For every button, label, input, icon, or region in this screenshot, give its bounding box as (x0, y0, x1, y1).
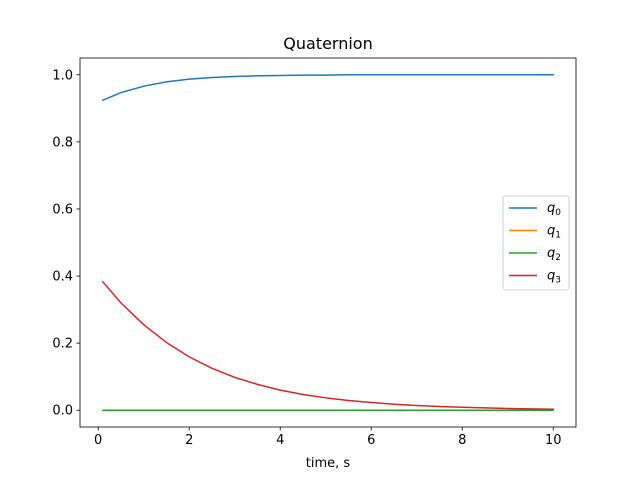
y-tick-label: 0.6 (52, 202, 73, 217)
y-tick-label: 0.0 (52, 404, 73, 419)
y-tick-label: 0.4 (52, 270, 73, 285)
legend-label-q3: q3 (547, 269, 561, 286)
y-tick-label: 0.2 (52, 337, 73, 352)
y-tick-label: 1.0 (52, 68, 73, 83)
x-tick-label: 6 (367, 433, 375, 448)
x-tick-label: 0 (94, 433, 102, 448)
x-tick-label: 10 (545, 433, 562, 448)
x-tick-label: 4 (276, 433, 284, 448)
plot-area (101, 74, 555, 411)
x-axis-title: time, s (306, 456, 351, 471)
x-tick-label: 2 (185, 433, 193, 448)
legend-label-q1: q1 (547, 224, 561, 241)
axes-frame (79, 57, 577, 428)
legend-label-q2: q2 (547, 246, 561, 263)
legend: q0 q1 q2 q3 (502, 195, 570, 291)
series-line-q0 (101, 74, 554, 102)
axes: 0 2 4 6 8 10 0.0 0.2 0.4 0.6 0.8 1.0 (52, 57, 577, 448)
chart-title: Quaternion (283, 34, 372, 53)
series-line-q3 (101, 280, 555, 410)
legend-label-q0: q0 (547, 201, 561, 218)
legend-frame (502, 195, 570, 291)
y-tick-label: 0.8 (52, 135, 73, 150)
x-tick-label: 8 (458, 433, 466, 448)
